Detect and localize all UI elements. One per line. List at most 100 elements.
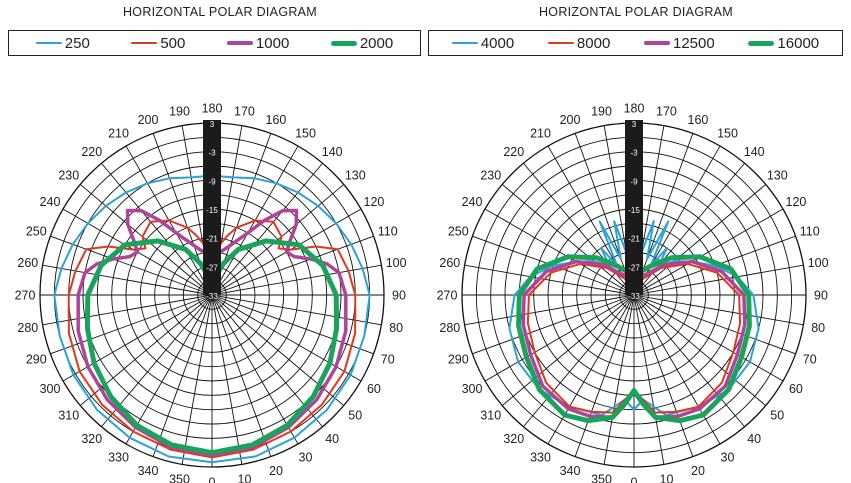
angle-tick-label: 330	[530, 450, 551, 464]
grid-spoke	[633, 294, 665, 465]
grid-spoke	[101, 162, 213, 296]
grid-spoke	[484, 208, 635, 296]
grid-spoke	[633, 294, 804, 326]
radial-tick-label: -27	[628, 263, 640, 272]
radial-tick-label: -33	[628, 292, 640, 301]
angle-tick-label: 90	[392, 289, 406, 303]
legend-swatch	[547, 42, 574, 44]
radial-tick-label: -3	[208, 149, 216, 158]
right-chart-title: HORIZONTAL POLAR DIAGRAM	[538, 5, 734, 19]
grid-spoke	[633, 294, 767, 406]
angle-tick-label: 160	[688, 113, 709, 127]
angle-tick-label: 140	[744, 145, 765, 159]
angle-tick-label: 80	[811, 321, 825, 335]
angle-tick-label: 150	[295, 127, 316, 141]
angle-tick-label: 60	[367, 382, 381, 396]
radial-tick-label: 3	[632, 120, 637, 129]
grid-spoke	[574, 294, 635, 457]
grid-spoke	[633, 294, 694, 457]
angle-tick-label: 250	[26, 225, 47, 239]
legend-item: 4000	[451, 35, 514, 52]
angle-tick-label: 230	[58, 168, 79, 182]
angle-tick-label: 40	[325, 432, 339, 446]
angle-tick-label: 50	[348, 409, 362, 423]
angle-tick-label: 190	[169, 104, 190, 118]
angle-tick-label: 120	[786, 195, 807, 209]
grid-spoke	[484, 294, 635, 382]
grid-spoke	[79, 294, 213, 406]
radial-tick-label: -21	[628, 235, 640, 244]
grid-spoke	[211, 294, 345, 406]
radial-scale-bar	[625, 120, 643, 295]
grid-spoke	[50, 294, 213, 355]
radial-tick-label: 3	[210, 120, 215, 129]
angle-tick-label: 290	[448, 352, 469, 366]
angle-tick-label: 130	[767, 168, 788, 182]
legend-item: 1000	[226, 35, 289, 52]
angle-tick-label: 110	[800, 225, 820, 239]
grid-spoke	[211, 294, 374, 355]
angle-tick-label: 310	[480, 409, 501, 423]
legend-item: 12500	[644, 35, 715, 52]
legend-label: 8000	[576, 34, 611, 52]
angle-tick-label: 220	[81, 145, 102, 159]
angle-tick-label: 170	[656, 104, 677, 118]
angle-tick-label: 100	[386, 256, 407, 270]
angle-tick-label: 170	[234, 104, 255, 118]
legend-swatch	[451, 42, 478, 44]
angle-tick-label: 100	[808, 256, 829, 270]
angle-tick-label: 130	[345, 168, 366, 182]
angle-tick-label: 40	[747, 432, 761, 446]
grid-spoke	[547, 294, 635, 445]
angle-tick-label: 280	[439, 321, 460, 335]
grid-spoke	[211, 162, 323, 296]
angle-tick-label: 350	[169, 473, 190, 483]
grid-spoke	[211, 294, 272, 457]
grid-spoke	[42, 294, 213, 326]
angle-tick-label: 20	[269, 464, 283, 478]
angle-tick-label: 50	[770, 409, 784, 423]
grid-spoke	[50, 235, 213, 296]
angle-tick-label: 240	[40, 195, 61, 209]
grid-spoke	[211, 294, 243, 465]
grid-spoke	[633, 294, 796, 355]
angle-tick-label: 240	[462, 195, 483, 209]
angle-tick-label: 340	[138, 464, 159, 478]
grid-spoke	[464, 264, 635, 296]
grid-spoke	[523, 294, 635, 428]
grid-spoke	[633, 294, 745, 428]
grid-spoke	[42, 264, 213, 296]
legend-label: 250	[64, 34, 90, 52]
grid-spoke	[211, 294, 382, 326]
angle-tick-label: 90	[814, 289, 828, 303]
grid-spoke	[181, 294, 213, 465]
grid-spoke	[211, 235, 374, 296]
grid-spoke	[633, 208, 784, 296]
legend-swatch	[330, 40, 357, 46]
angle-tick-label: 320	[81, 432, 102, 446]
angle-tick-label: 270	[15, 289, 36, 303]
angle-tick-label: 20	[691, 464, 705, 478]
angle-tick-label: 340	[560, 464, 581, 478]
angle-tick-label: 70	[381, 352, 395, 366]
grid-spoke	[125, 294, 213, 445]
radial-tick-label: -3	[630, 149, 638, 158]
radial-tick-label: -27	[206, 263, 218, 272]
grid-spoke	[633, 294, 784, 382]
angle-tick-label: 0	[209, 476, 216, 483]
legend-label: 2000	[359, 34, 394, 52]
angle-tick-label: 10	[660, 473, 674, 483]
radial-tick-label: -9	[208, 177, 216, 186]
angle-tick-label: 180	[202, 102, 223, 116]
legend-swatch	[226, 41, 253, 45]
angle-tick-label: 290	[26, 352, 47, 366]
angle-tick-label: 80	[389, 321, 403, 335]
radial-tick-label: -15	[628, 206, 640, 215]
angle-tick-label: 70	[803, 352, 817, 366]
grid-spoke	[472, 294, 635, 355]
grid-spoke	[464, 294, 635, 326]
angle-tick-label: 200	[560, 113, 581, 127]
angle-tick-label: 190	[591, 104, 612, 118]
